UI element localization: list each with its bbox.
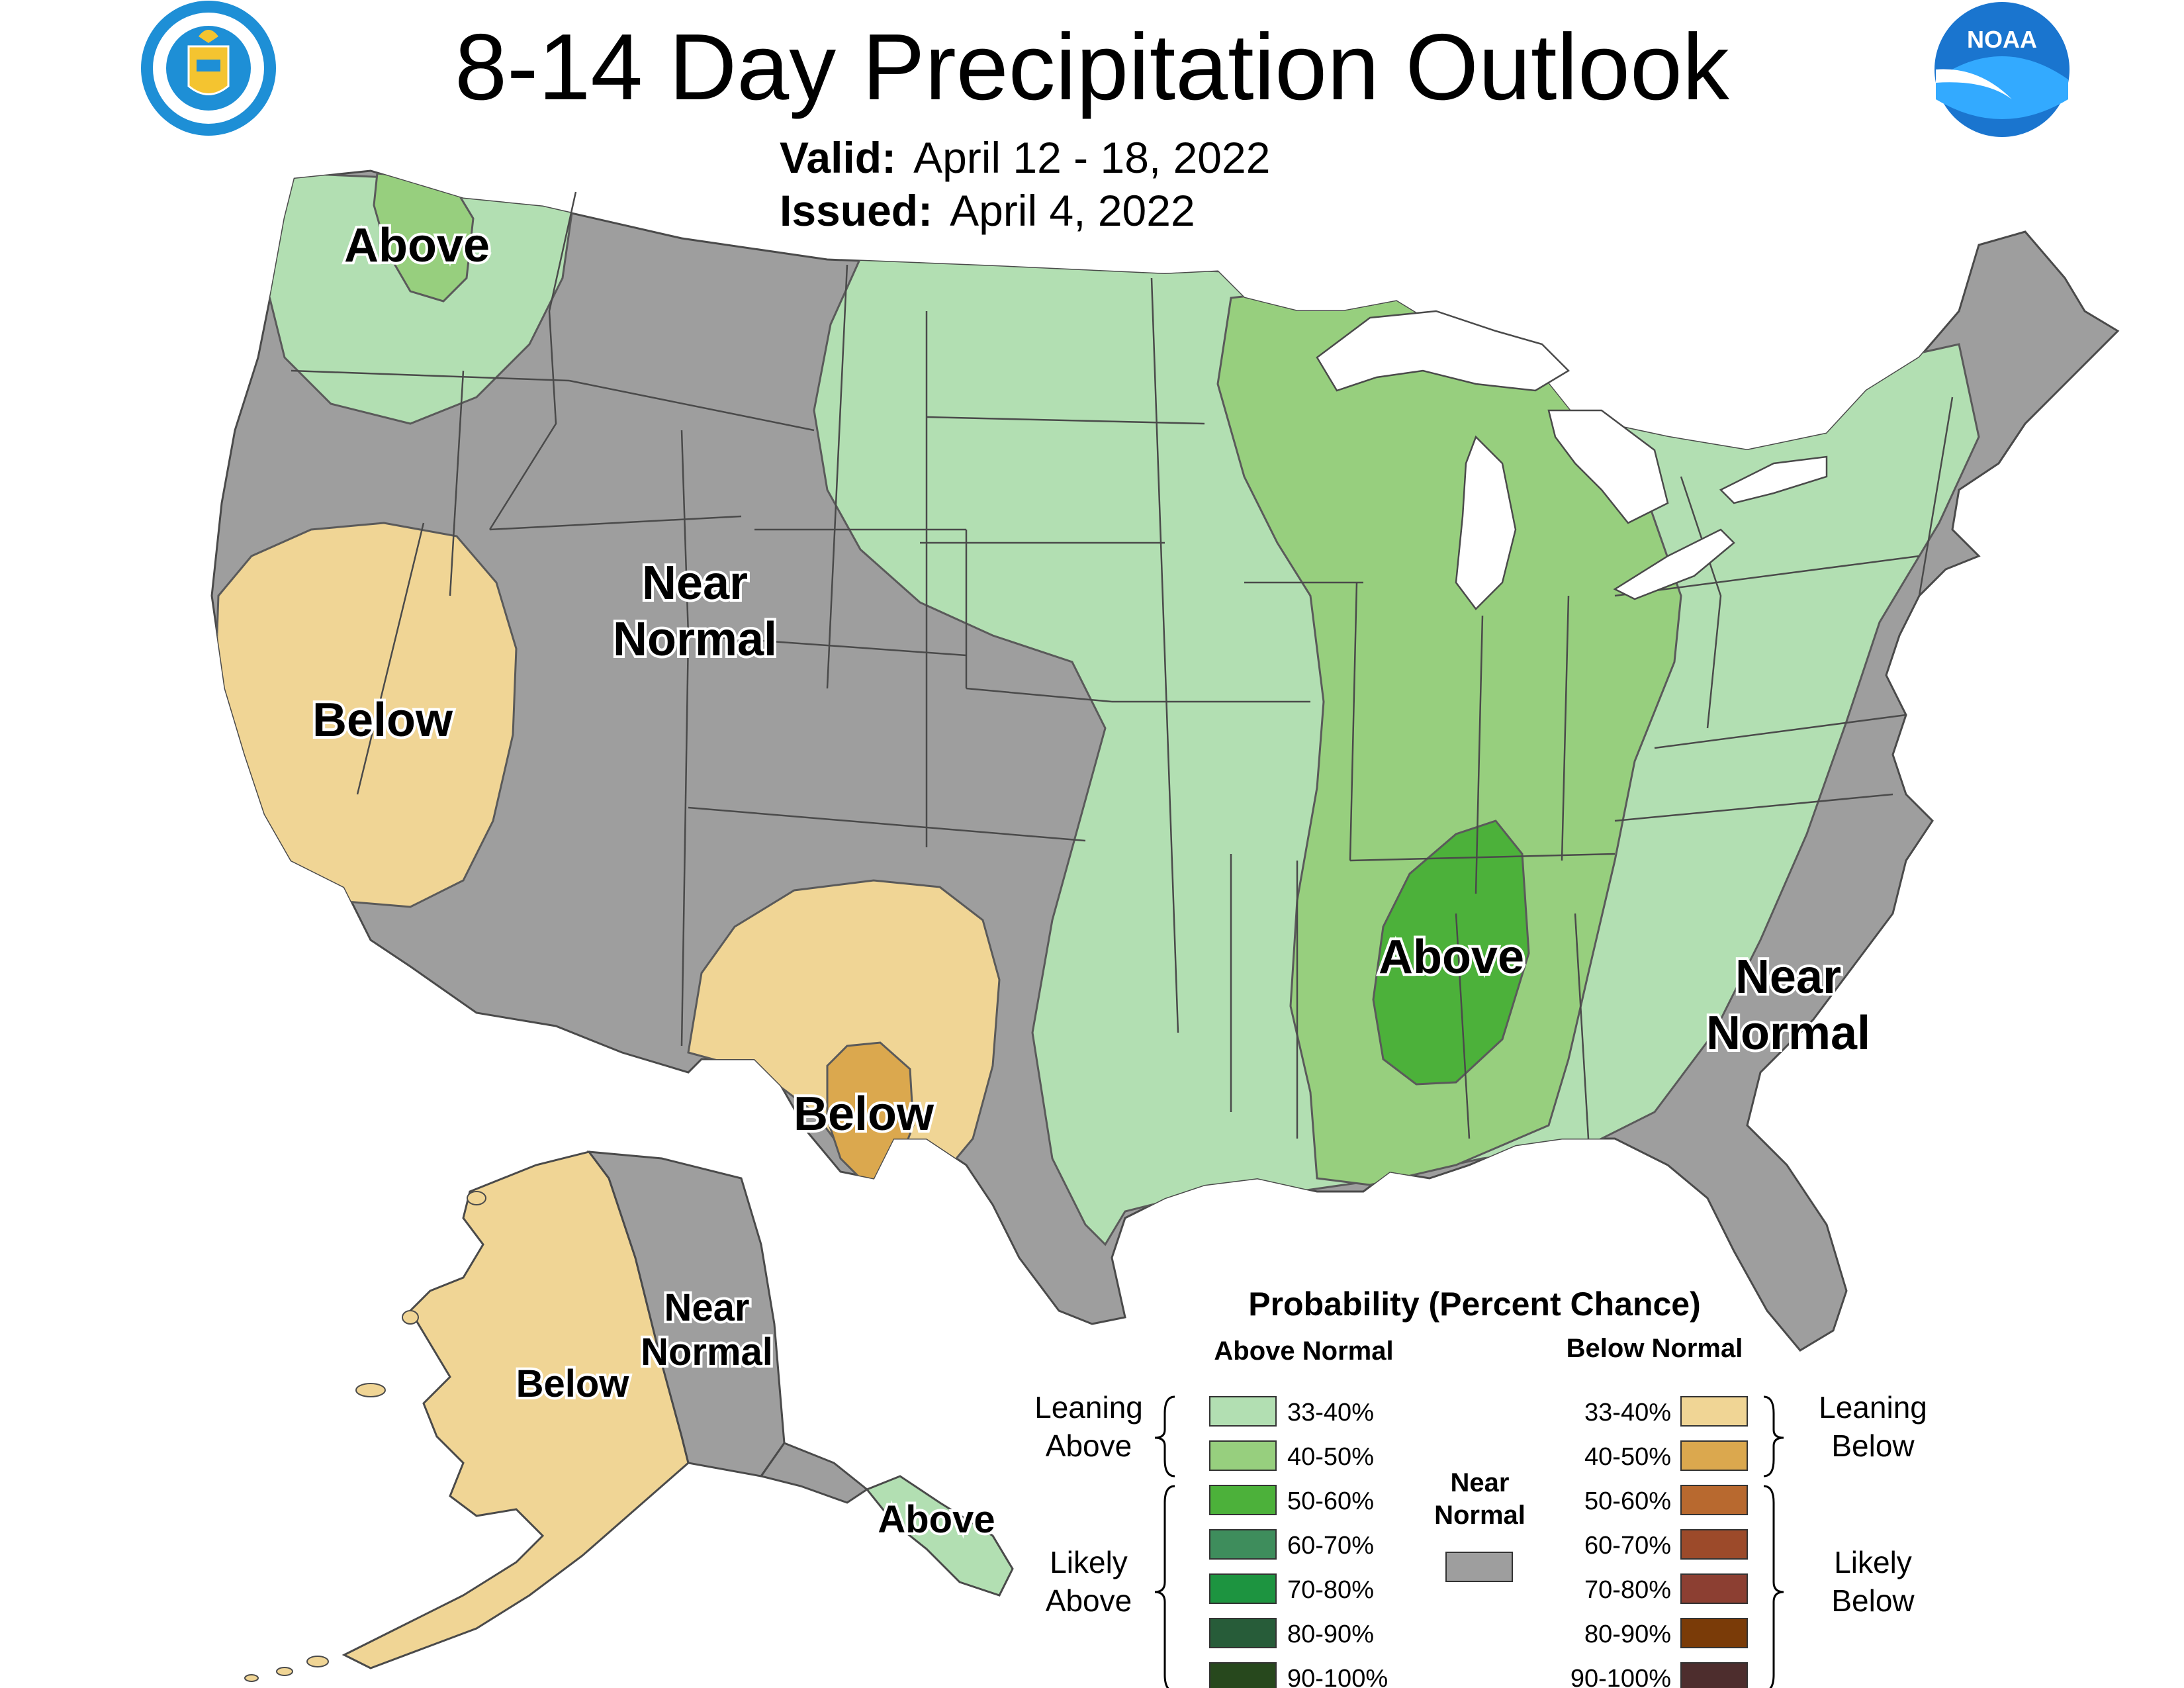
legend-above-swatch-3 bbox=[1209, 1485, 1277, 1515]
legend-above-header: Above Normal bbox=[1214, 1336, 1393, 1366]
legend-below-header: Below Normal bbox=[1567, 1334, 1743, 1363]
legend-above-swatch-4 bbox=[1209, 1529, 1277, 1560]
legend-above-range-2: 40-50% bbox=[1287, 1443, 1374, 1471]
legend-likely-below-line2: Below bbox=[1831, 1583, 1915, 1618]
department-of-commerce-seal-icon bbox=[141, 1, 276, 136]
legend-above-range-6: 80-90% bbox=[1287, 1620, 1374, 1648]
state-borders bbox=[291, 191, 1954, 1139]
legend-below-swatch-7 bbox=[1680, 1662, 1748, 1688]
legend-leaning-below-line2: Below bbox=[1831, 1429, 1915, 1463]
label-southwest: Below bbox=[794, 1088, 934, 1141]
legend-above-swatch-7 bbox=[1209, 1662, 1277, 1688]
legend-below-swatch-3 bbox=[1680, 1485, 1748, 1515]
legend-below-range-3: 50-60% bbox=[1584, 1487, 1671, 1515]
legend-below-swatch-4 bbox=[1680, 1529, 1748, 1560]
legend-above-swatch-2 bbox=[1209, 1440, 1277, 1471]
legend-below-range-6: 80-90% bbox=[1584, 1620, 1671, 1648]
legend-likely-below-line1: Likely bbox=[1834, 1545, 1912, 1579]
conus-probability-zones bbox=[214, 171, 1980, 1246]
legend-below-range-1: 33-40% bbox=[1584, 1399, 1671, 1427]
label-west-near-line2: Normal bbox=[613, 613, 777, 666]
label-pnw: Above bbox=[344, 219, 490, 272]
issued-value: April 4, 2022 bbox=[950, 186, 1195, 235]
label-alaska-near-line1: Near bbox=[664, 1286, 750, 1329]
noaa-logo-text: NOAA bbox=[1967, 26, 2037, 53]
label-alaska-west: Below bbox=[516, 1362, 630, 1405]
legend-likely-above-line1: Likely bbox=[1050, 1545, 1128, 1579]
aleutian-islands bbox=[244, 1191, 486, 1682]
legend-near-line2: Normal bbox=[1434, 1501, 1525, 1530]
valid-label: Valid: bbox=[780, 133, 897, 182]
legend-leaning-below-line1: Leaning bbox=[1819, 1390, 1927, 1425]
valid-dates: Valid: April 12 - 18, 2022 bbox=[780, 132, 1270, 183]
label-california: Below bbox=[312, 694, 453, 747]
lake-ontario bbox=[1719, 455, 1828, 504]
legend-above-swatches: 33-40% 40-50% 50-60% 60-70% 70-80% 80-90% 90-1… bbox=[1209, 1396, 1388, 1688]
conus-map bbox=[210, 169, 2120, 1352]
legend-above-range-5: 70-80% bbox=[1287, 1576, 1374, 1604]
legend-below-range-5: 70-80% bbox=[1584, 1576, 1671, 1604]
noaa-logo-icon: NOAA bbox=[1934, 2, 2070, 137]
legend-title: Probability (Percent Chance) bbox=[1248, 1286, 1701, 1323]
legend-below-swatches: 33-40% 40-50% 50-60% 60-70% 70-80% 80-90% 90-1… bbox=[1570, 1396, 1748, 1688]
legend-below-range-4: 60-70% bbox=[1584, 1532, 1671, 1560]
legend-above-range-1: 33-40% bbox=[1287, 1399, 1374, 1427]
lake-michigan bbox=[1455, 435, 1517, 610]
label-west-near-line1: Near bbox=[642, 557, 748, 610]
legend-below-swatch-6 bbox=[1680, 1618, 1748, 1648]
legend-near-swatch bbox=[1445, 1552, 1513, 1582]
issued-date: Issued: April 4, 2022 bbox=[780, 185, 1195, 236]
legend-below-swatch-2 bbox=[1680, 1440, 1748, 1471]
legend-above-range-4: 60-70% bbox=[1287, 1532, 1374, 1560]
alaska-map bbox=[244, 1150, 1014, 1682]
label-east-near-line2: Normal bbox=[1706, 1007, 1870, 1060]
page-title: 8-14 Day Precipitation Outlook bbox=[455, 15, 1729, 120]
legend-above-swatch-6 bbox=[1209, 1618, 1277, 1648]
lake-huron bbox=[1547, 409, 1669, 524]
legend-below-swatch-5 bbox=[1680, 1573, 1748, 1604]
great-lakes bbox=[1316, 310, 1828, 610]
alaska-panhandle-near bbox=[759, 1442, 869, 1504]
zone-pnw-above-33-40 bbox=[263, 171, 577, 425]
alaska-panhandle-above bbox=[865, 1475, 1014, 1597]
legend-likely-above-line2: Above bbox=[1046, 1583, 1132, 1618]
legend-leaning-above-line2: Above bbox=[1046, 1429, 1132, 1463]
lake-erie bbox=[1613, 528, 1735, 600]
legend-above-swatch-5 bbox=[1209, 1573, 1277, 1604]
legend-near-line1: Near bbox=[1451, 1468, 1510, 1497]
label-alaska-panhandle: Above bbox=[878, 1498, 995, 1541]
legend-braces bbox=[1154, 1395, 1784, 1688]
issued-label: Issued: bbox=[780, 186, 933, 235]
label-lower-miss: Above bbox=[1379, 931, 1524, 984]
legend-leaning-above-line1: Leaning bbox=[1034, 1390, 1143, 1425]
legend-below-range-7: 90-100% bbox=[1570, 1665, 1671, 1688]
legend-above-range-7: 90-100% bbox=[1287, 1665, 1388, 1688]
zone-lower-miss-above-50-60 bbox=[1372, 820, 1530, 1086]
region-labels: Above Near Normal Below Below Above Near… bbox=[310, 216, 1873, 1544]
label-east-near-line1: Near bbox=[1735, 951, 1841, 1004]
legend: Probability (Percent Chance) Above Norma… bbox=[1034, 1286, 1927, 1688]
label-alaska-near-line2: Normal bbox=[641, 1331, 773, 1374]
lake-superior bbox=[1316, 310, 1570, 392]
valid-value: April 12 - 18, 2022 bbox=[913, 133, 1271, 182]
legend-below-range-2: 40-50% bbox=[1584, 1443, 1671, 1471]
legend-above-range-3: 50-60% bbox=[1287, 1487, 1374, 1515]
legend-above-swatch-1 bbox=[1209, 1396, 1277, 1427]
legend-below-swatch-1 bbox=[1680, 1396, 1748, 1427]
